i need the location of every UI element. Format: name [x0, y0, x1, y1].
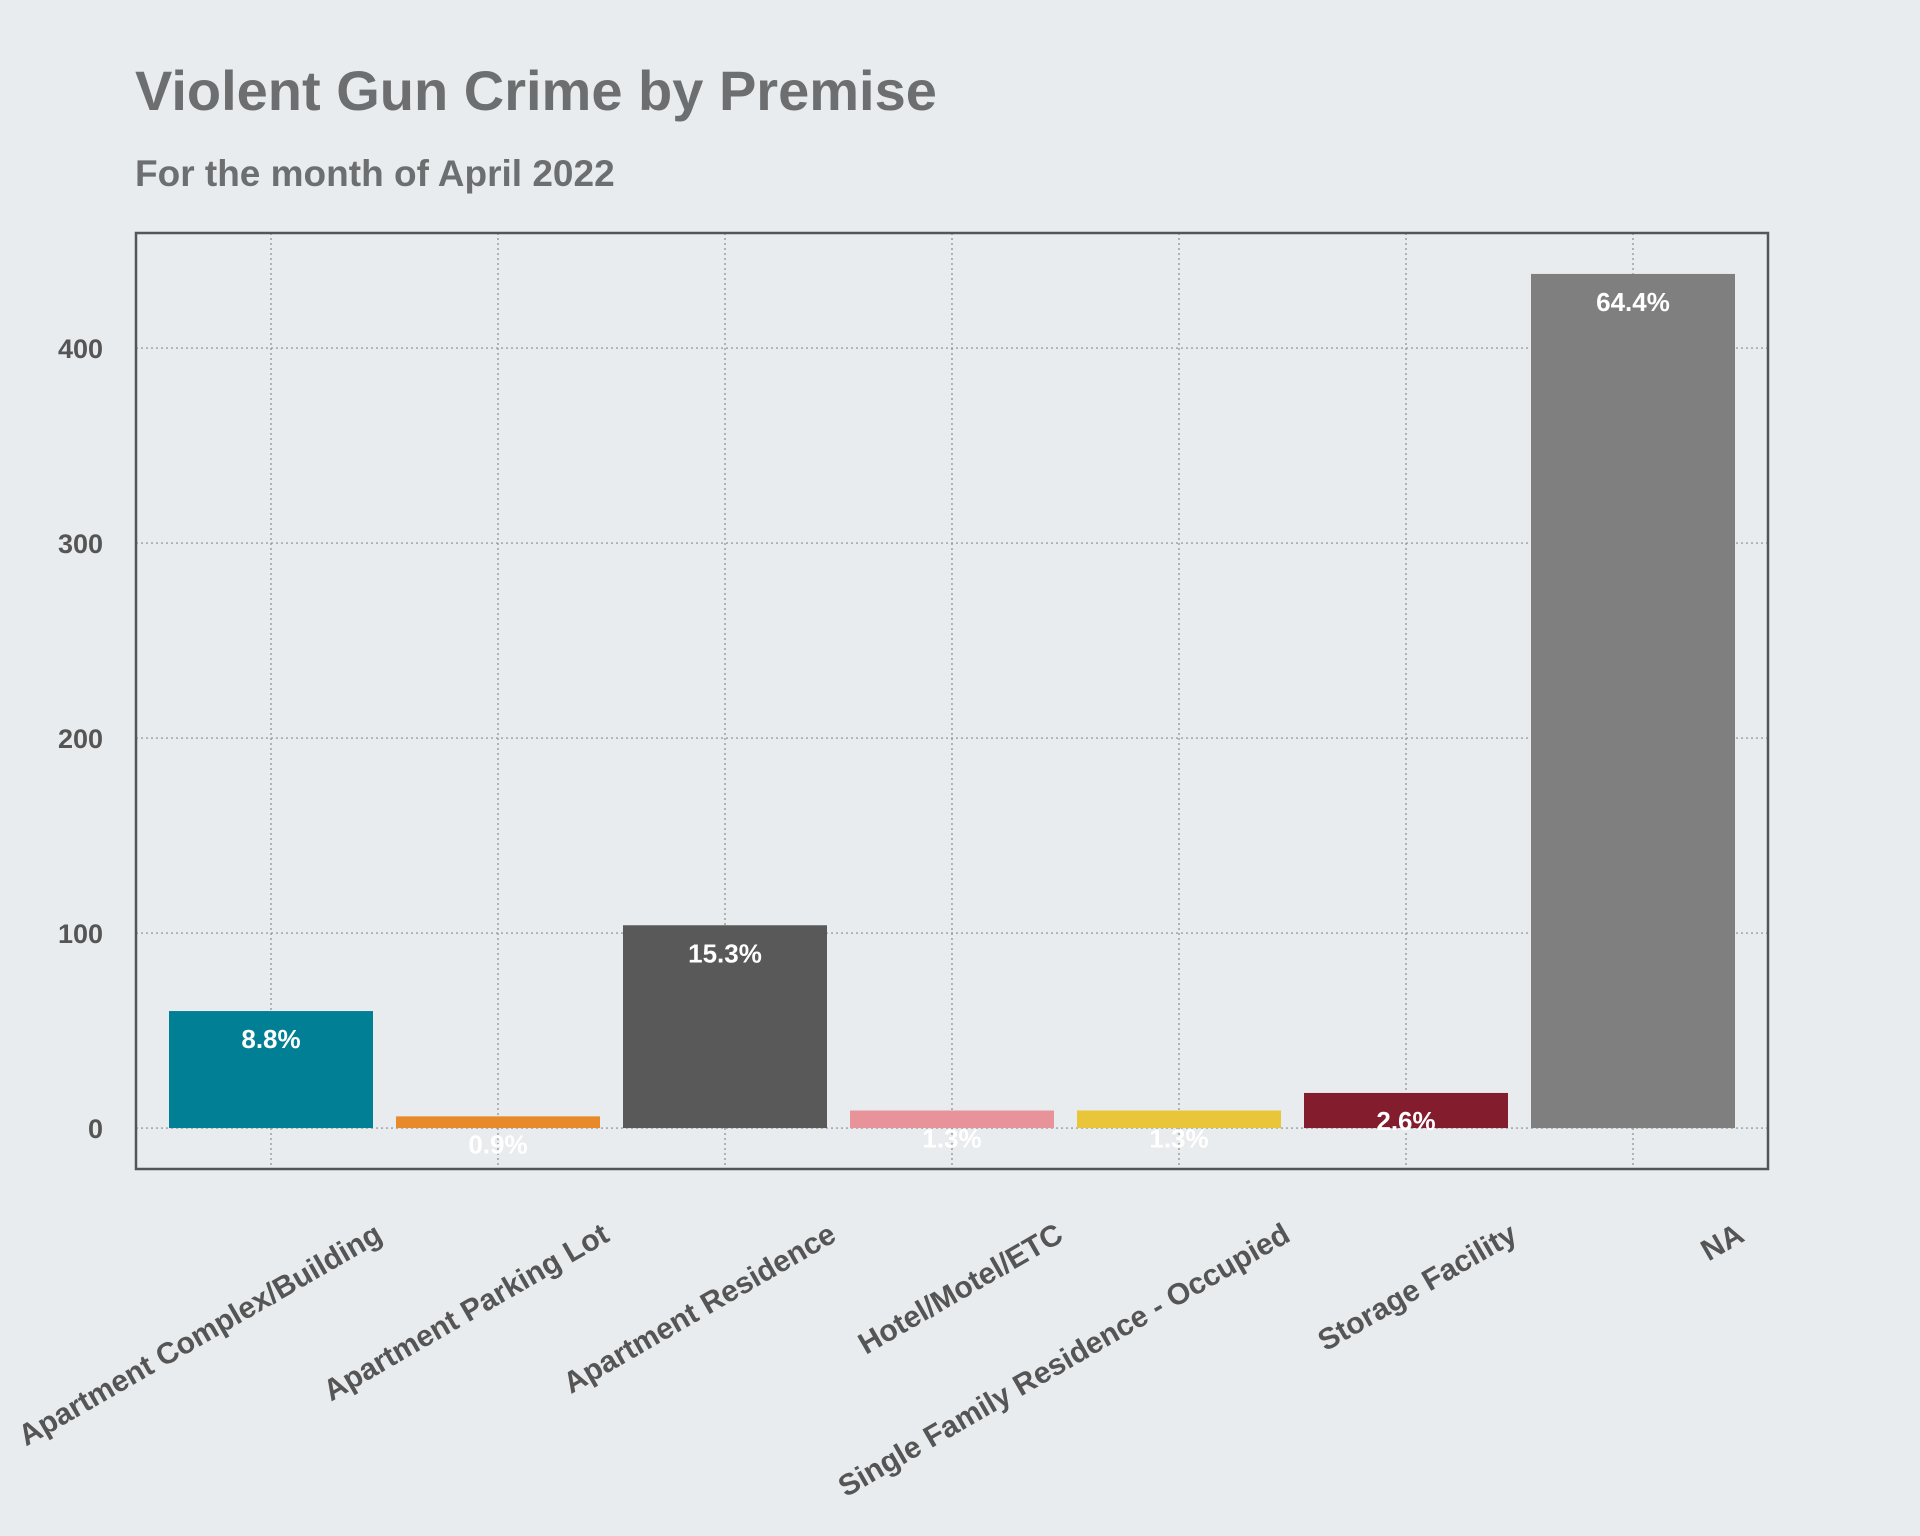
- bar: [1531, 273, 1735, 1129]
- y-tick-label: 0: [88, 1114, 103, 1144]
- x-tick-label: Storage Facility: [1313, 1217, 1523, 1357]
- bar-value-label: 15.3%: [688, 938, 762, 968]
- bar-value-label: 1.3%: [1149, 1124, 1208, 1154]
- grid: [136, 233, 1768, 1169]
- bar-value-label: 1.3%: [922, 1124, 981, 1154]
- plot-frame: [134, 231, 1770, 1171]
- x-tick-label: Single Family Residence - Occupied: [833, 1217, 1296, 1503]
- bar: [623, 925, 827, 1129]
- y-tick-label: 300: [58, 529, 103, 559]
- x-tick-label: Apartment Complex/Building: [13, 1217, 387, 1452]
- bar: [1304, 1092, 1508, 1129]
- x-tick-label: Hotel/Motel/ETC: [853, 1217, 1069, 1361]
- chart-subtitle: For the month of April 2022: [135, 153, 615, 194]
- bar: [396, 1116, 600, 1129]
- y-tick-label: 100: [58, 919, 103, 949]
- chart-title: Violent Gun Crime by Premise: [135, 59, 937, 122]
- bar: [850, 1110, 1054, 1129]
- bar: [1077, 1110, 1281, 1129]
- x-tick-label: NA: [1695, 1217, 1749, 1267]
- bar-labels: 8.8% 0.9% 15.3% 1.3% 1.3% 2.6% 64.4%: [241, 287, 1670, 1159]
- bar-value-label: 2.6%: [1376, 1106, 1435, 1136]
- bar-value-label: 0.9%: [468, 1129, 527, 1159]
- bar-value-label: 64.4%: [1596, 287, 1670, 317]
- bars: [169, 273, 1735, 1129]
- bar: [169, 1011, 373, 1129]
- y-axis: 0 100 200 300 400: [58, 334, 103, 1144]
- y-tick-label: 200: [58, 724, 103, 754]
- bar-value-label: 8.8%: [241, 1024, 300, 1054]
- y-tick-label: 400: [58, 334, 103, 364]
